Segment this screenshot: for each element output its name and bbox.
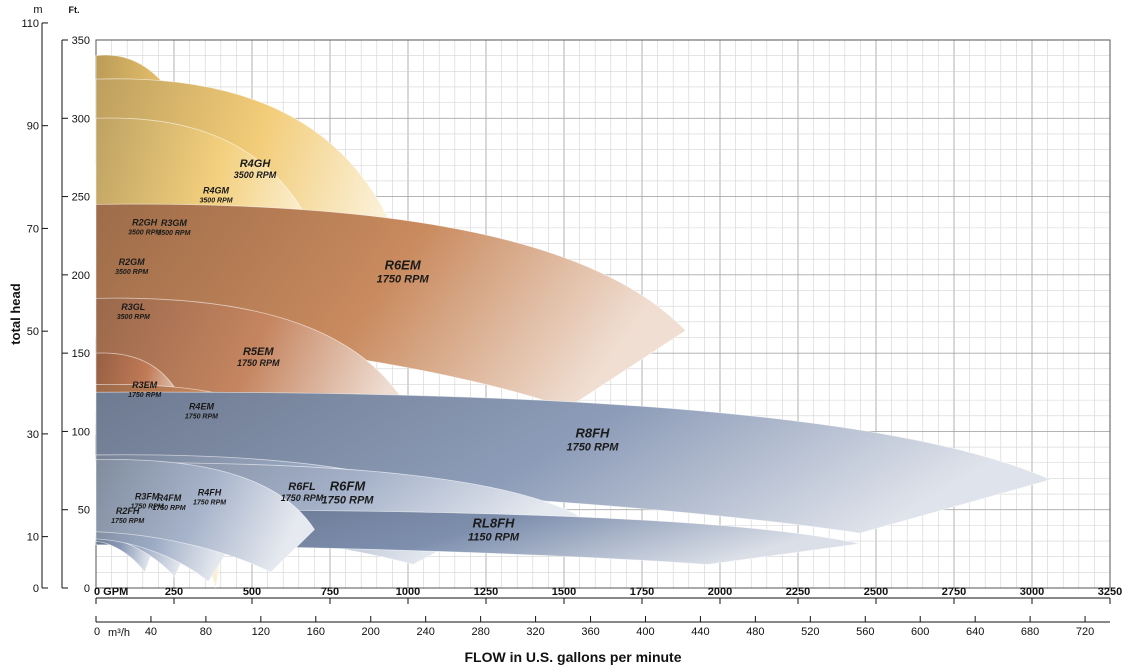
m3h-tick-label: 40 — [145, 626, 157, 638]
m3h-tick-label: 240 — [417, 626, 435, 638]
ft-tick-label: 200 — [72, 270, 90, 282]
pump-regions — [95, 54, 1052, 589]
region-label-r3fm: R3FM — [135, 491, 160, 501]
ft-tick-label: 100 — [72, 426, 90, 438]
gpm-tick-label: 500 — [243, 586, 261, 598]
region-speed-r4gh: 3500 RPM — [234, 170, 277, 180]
region-label-r6fl: R6FL — [288, 481, 316, 493]
ft-tick-label: 0 — [84, 583, 90, 595]
region-label-r8fh: R8FH — [575, 425, 610, 440]
m-tick-label: 50 — [27, 326, 39, 338]
region-speed-r2gh: 3500 RPM — [128, 229, 161, 236]
m-unit-label: m — [33, 4, 42, 16]
m-tick-label: 90 — [27, 121, 39, 133]
m3h-tick-label: 280 — [471, 626, 489, 638]
gpm-tick-label: 1000 — [396, 586, 420, 598]
region-label-r5em: R5EM — [243, 346, 274, 358]
region-speed-r6fl: 1750 RPM — [281, 493, 324, 503]
region-speed-r6em: 1750 RPM — [377, 274, 430, 286]
gpm-tick-label: 2250 — [786, 586, 810, 598]
region-label-r2gm: R2GM — [119, 257, 146, 267]
region-label-r4em: R4EM — [189, 402, 215, 412]
region-speed-r4gm: 3500 RPM — [200, 197, 233, 204]
region-speed-r2gm: 3500 RPM — [115, 269, 148, 276]
gpm-tick-label: 2500 — [864, 586, 888, 598]
ft-tick-label: 250 — [72, 192, 90, 204]
ft-unit-label: Ft. — [69, 5, 80, 15]
m3h-tick-label: 320 — [526, 626, 544, 638]
gpm-tick-label: 750 — [321, 586, 339, 598]
m3h-tick-label: 640 — [966, 626, 984, 638]
ft-tick-label: 150 — [72, 348, 90, 360]
region-speed-r5em: 1750 RPM — [237, 358, 280, 368]
m-tick-label: 10 — [27, 532, 39, 544]
region-speed-r2fh: 1750 RPM — [111, 518, 144, 525]
m3h-tick-label: 560 — [856, 626, 874, 638]
gpm-tick-label: 3250 — [1098, 586, 1122, 598]
m3h-tick-label: 160 — [307, 626, 325, 638]
m3h-tick-label: 200 — [362, 626, 380, 638]
gpm-tick-label: 1750 — [630, 586, 654, 598]
region-label-r4gm: R4GM — [203, 185, 230, 195]
region-speed-r4fm: 1750 RPM — [152, 505, 185, 512]
region-label-r4fh: R4FH — [198, 488, 222, 498]
region-label-r3em: R3EM — [132, 380, 158, 390]
gpm-tick-label: 1250 — [474, 586, 498, 598]
region-label-r2gh: R2GH — [132, 217, 158, 227]
gpm-tick-label: 3000 — [1020, 586, 1044, 598]
m3h-tick-label: 520 — [801, 626, 819, 638]
region-speed-r3gm: 3500 RPM — [157, 230, 190, 237]
m-tick-label: 0 — [33, 583, 39, 595]
m3h-tick-label: 80 — [200, 626, 212, 638]
m3h-tick-label: 680 — [1021, 626, 1039, 638]
region-label-r3gm: R3GM — [161, 218, 188, 228]
x-axis-title: FLOW in U.S. gallons per minute — [464, 649, 681, 665]
region-speed-r4em: 1750 RPM — [185, 414, 218, 421]
region-speed-r6fm: 1750 RPM — [321, 494, 374, 506]
ft-tick-label: 350 — [72, 35, 90, 47]
m3h-tick-label: 480 — [746, 626, 764, 638]
m3h-tick-label: 120 — [252, 626, 270, 638]
region-label-r6em: R6EM — [385, 258, 422, 273]
m-tick-label: 110 — [21, 18, 39, 30]
m3h-tick-label: 440 — [691, 626, 709, 638]
m3h-tick-label: 600 — [911, 626, 929, 638]
m3h-tick-label: 360 — [581, 626, 599, 638]
m-tick-label: 30 — [27, 429, 39, 441]
region-speed-r3em: 1750 RPM — [128, 392, 161, 399]
m3h-unit-label: m³/h — [108, 627, 130, 639]
pump-region-r4fh — [95, 459, 315, 573]
region-label-r2fh: R2FH — [116, 506, 140, 516]
region-speed-r3fm: 1750 RPM — [131, 503, 164, 510]
gpm-tick-label: 0 GPM — [94, 586, 128, 598]
m-tick-label: 70 — [27, 223, 39, 235]
region-speed-r8fh: 1750 RPM — [566, 441, 619, 453]
m3h-tick-label: 400 — [636, 626, 654, 638]
region-speed-r4fh: 1750 RPM — [193, 500, 226, 507]
m3h-tick-label: 720 — [1076, 626, 1094, 638]
y-axis-title: total head — [8, 283, 23, 344]
region-speed-r3gl: 3500 RPM — [117, 314, 150, 321]
gpm-tick-label: 1500 — [552, 586, 576, 598]
gpm-tick-label: 2000 — [708, 586, 732, 598]
region-label-r4fm: R4FM — [157, 493, 182, 503]
region-speed-rl8fh: 1150 RPM — [468, 531, 520, 543]
ft-tick-label: 300 — [72, 113, 90, 125]
region-label-r3gl: R3GL — [121, 302, 145, 312]
region-label-r4gh: R4GH — [240, 158, 272, 170]
region-label-r6fm: R6FM — [330, 478, 367, 493]
m3h-tick-label: 0 — [94, 626, 100, 638]
region-label-rl8fh: RL8FH — [473, 515, 516, 530]
gpm-tick-label: 2750 — [942, 586, 966, 598]
axes: 0 50 100 150 200 250 300 350 0 10 30 50 70 90 110 m Ft. t… — [8, 4, 1122, 665]
ft-tick-label: 50 — [78, 505, 90, 517]
gpm-tick-label: 250 — [165, 586, 183, 598]
